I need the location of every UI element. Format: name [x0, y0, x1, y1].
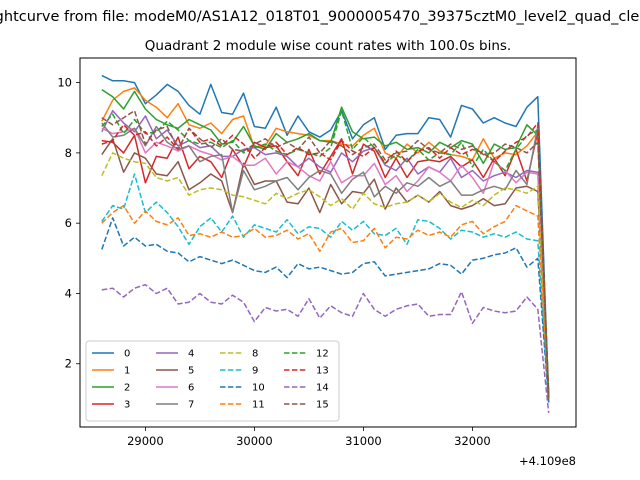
x-axis: 29000 30000 31000 32000 — [127, 427, 491, 448]
legend-label-8: 8 — [252, 349, 258, 360]
series-line-4 — [101, 109, 550, 396]
legend-label-9: 9 — [252, 366, 258, 377]
axes-frame — [79, 57, 577, 428]
series-line-13 — [101, 122, 550, 399]
series-line-9 — [101, 173, 550, 403]
legend-label-0: 0 — [124, 349, 130, 360]
legend-label-6: 6 — [188, 383, 194, 394]
y-tick-label: 8 — [65, 146, 72, 160]
plot-area — [79, 57, 577, 428]
y-tick-label: 4 — [65, 286, 72, 300]
legend-label-14: 14 — [316, 383, 329, 394]
x-offset-label: +4.109e8 — [519, 454, 576, 468]
legend-label-11: 11 — [252, 400, 265, 411]
series-line-14 — [101, 283, 550, 413]
y-tick-label: 6 — [65, 216, 72, 230]
series-line-6 — [101, 127, 550, 396]
legend-label-13: 13 — [316, 366, 329, 377]
series-line-0 — [101, 74, 550, 399]
series-layer — [101, 74, 550, 413]
legend-label-7: 7 — [188, 400, 194, 411]
series-line-8 — [101, 152, 550, 403]
y-tick-label: 10 — [57, 76, 72, 90]
legend-label-5: 5 — [188, 366, 194, 377]
x-tick-label: 30000 — [236, 434, 273, 448]
legend-label-1: 1 — [124, 366, 130, 377]
x-tick-label: 29000 — [127, 434, 164, 448]
legend-box — [85, 340, 340, 422]
series-line-10 — [101, 217, 550, 403]
figure-suptitle: Lightcurve from file: modeM0/AS1A12_018T… — [0, 9, 640, 25]
series-line-12 — [101, 109, 550, 399]
series-line-5 — [101, 138, 550, 399]
legend-label-2: 2 — [124, 383, 130, 394]
x-tick-label: 31000 — [345, 434, 382, 448]
x-tick-label: 32000 — [454, 434, 491, 448]
series-line-1 — [101, 87, 550, 396]
legend-label-15: 15 — [316, 400, 329, 411]
legend-label-4: 4 — [188, 349, 194, 360]
legend-label-10: 10 — [252, 383, 265, 394]
chart-title: Quadrant 2 module wise count rates with … — [145, 38, 511, 54]
legend-label-3: 3 — [124, 400, 130, 411]
legend-label-12: 12 — [316, 349, 329, 360]
y-axis: 2 4 6 8 10 — [57, 76, 80, 371]
y-tick-label: 2 — [65, 357, 72, 371]
